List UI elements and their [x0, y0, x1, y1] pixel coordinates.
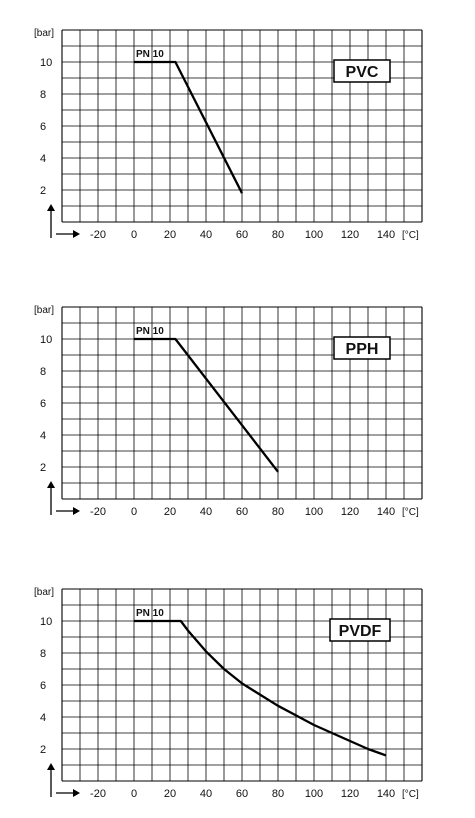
material-label-box — [329, 618, 391, 642]
x-unit-label: [°C] — [402, 507, 419, 518]
chart-pph: [bar] 2 4 6 8 10 -20 0 20 40 60 80 100 120 140 [°C] PN 1… — [34, 305, 423, 518]
x-tick-label: 100 — [305, 229, 323, 241]
series-label: PN 10 — [136, 49, 164, 60]
material-label: PVC — [346, 64, 379, 81]
y-tick-label: 10 — [40, 57, 52, 69]
x-tick-label: 60 — [236, 788, 248, 800]
y-tick-label: 8 — [40, 648, 46, 660]
y-tick-label: 4 — [40, 430, 46, 442]
x-tick-label: 20 — [164, 506, 176, 518]
y-tick-label: 2 — [40, 744, 46, 756]
x-axis-arrow-icon — [73, 230, 80, 238]
x-unit-label: [°C] — [402, 789, 419, 800]
y-unit-label: [bar] — [34, 305, 54, 316]
x-tick-label: 60 — [236, 229, 248, 241]
pressure-curve — [134, 619, 387, 757]
y-tick-label: 6 — [40, 121, 46, 133]
x-tick-label: 120 — [341, 788, 359, 800]
x-axis-arrow-icon — [73, 507, 80, 515]
y-unit-label: [bar] — [34, 587, 54, 598]
x-tick-label: 0 — [131, 506, 137, 518]
x-tick-label: 60 — [236, 506, 248, 518]
x-tick-label: 140 — [377, 788, 395, 800]
material-label: PPH — [346, 341, 379, 358]
x-tick-label: 140 — [377, 506, 395, 518]
x-tick-label: 120 — [341, 229, 359, 241]
x-tick-label: 20 — [164, 229, 176, 241]
y-tick-label: 6 — [40, 680, 46, 692]
chart-pvc: [bar] 2 4 6 8 10 -20 0 20 40 60 80 100 120 140 [°C] PN 1… — [34, 28, 423, 241]
x-tick-label: 0 — [131, 788, 137, 800]
y-tick-label: 4 — [40, 153, 46, 165]
x-axis-arrow-icon — [73, 789, 80, 797]
x-unit-label: [°C] — [402, 230, 419, 241]
y-tick-label: 2 — [40, 462, 46, 474]
x-tick-label: 100 — [305, 506, 323, 518]
x-tick-label: 0 — [131, 229, 137, 241]
y-unit-label: [bar] — [34, 28, 54, 39]
y-tick-label: 10 — [40, 616, 52, 628]
y-axis-arrow-icon — [47, 204, 55, 211]
material-label-box — [333, 59, 391, 83]
x-tick-label: 80 — [272, 788, 284, 800]
y-tick-label: 4 — [40, 712, 46, 724]
y-tick-label: 10 — [40, 334, 52, 346]
y-tick-label: 2 — [40, 185, 46, 197]
y-tick-label: 6 — [40, 398, 46, 410]
material-label-box — [333, 336, 391, 360]
x-tick-label: 20 — [164, 788, 176, 800]
x-tick-label: 80 — [272, 506, 284, 518]
x-tick-label: 120 — [341, 506, 359, 518]
x-tick-label: -20 — [90, 229, 106, 241]
series-label: PN 10 — [136, 608, 164, 619]
pressure-curve — [134, 337, 279, 473]
y-axis-arrow-icon — [47, 763, 55, 770]
pressure-curve — [134, 60, 244, 194]
x-tick-label: 40 — [200, 229, 212, 241]
x-tick-label: 140 — [377, 229, 395, 241]
x-tick-label: -20 — [90, 788, 106, 800]
x-tick-label: 40 — [200, 788, 212, 800]
x-tick-label: 80 — [272, 229, 284, 241]
x-tick-label: 40 — [200, 506, 212, 518]
material-label: PVDF — [339, 623, 382, 640]
chart-pvdf: [bar] 2 4 6 8 10 -20 0 20 40 60 80 100 120 140 [°C] PN 1… — [34, 587, 423, 800]
x-tick-label: -20 — [90, 506, 106, 518]
y-axis-arrow-icon — [47, 481, 55, 488]
x-tick-label: 100 — [305, 788, 323, 800]
y-tick-label: 8 — [40, 366, 46, 378]
series-label: PN 10 — [136, 326, 164, 337]
y-tick-label: 8 — [40, 89, 46, 101]
